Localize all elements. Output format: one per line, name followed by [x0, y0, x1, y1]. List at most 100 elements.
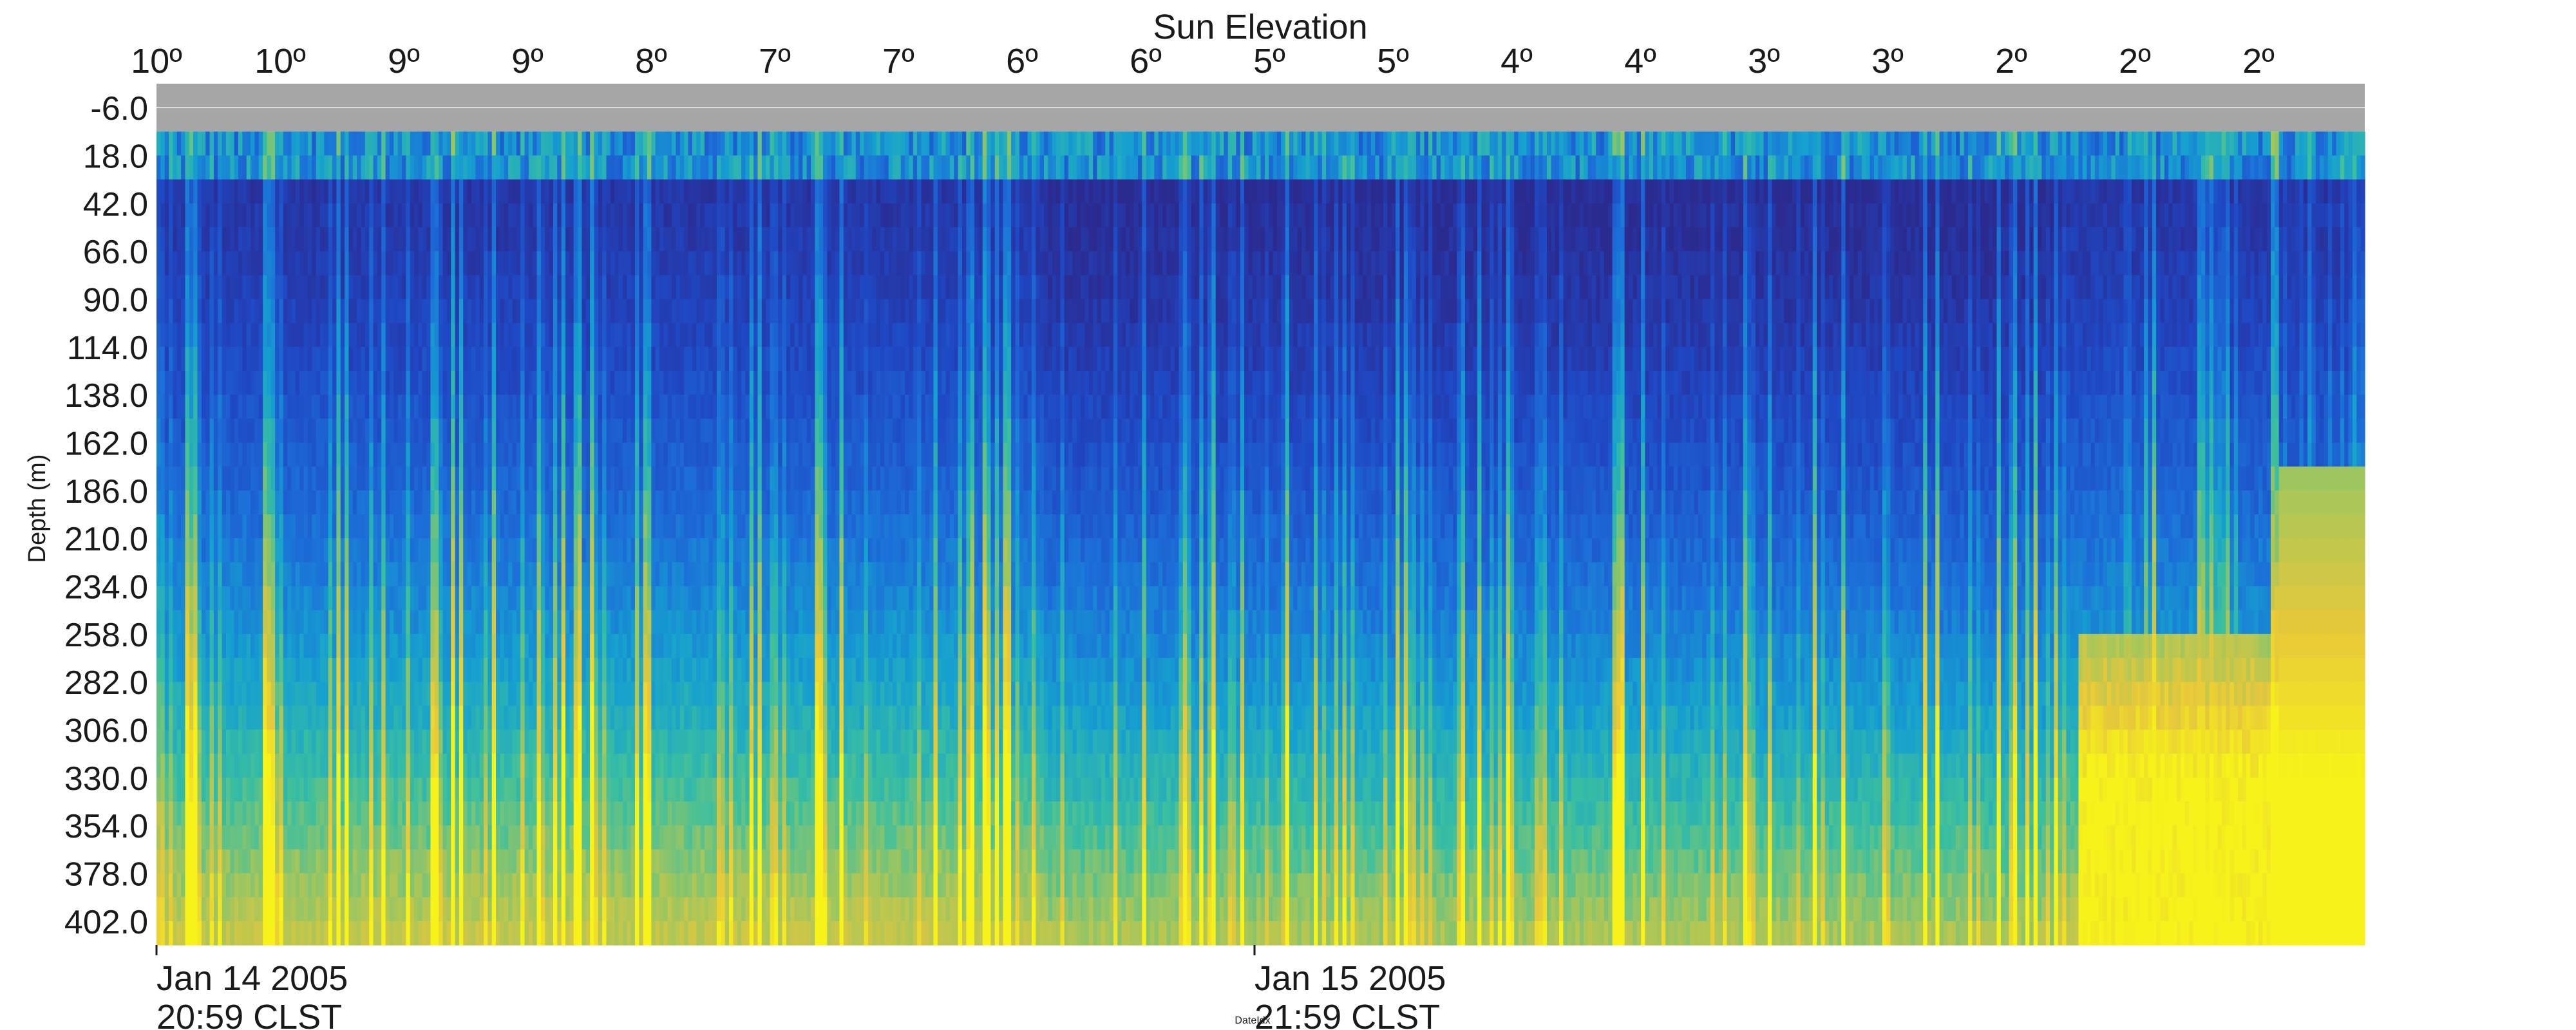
- heatmap-cell: [345, 825, 350, 850]
- heatmap-cell: [634, 442, 639, 467]
- heatmap-cell: [745, 610, 750, 635]
- heatmap-cell: [201, 658, 206, 682]
- heatmap-cell: [246, 777, 251, 802]
- heatmap-cell: [516, 562, 521, 587]
- heatmap-cell: [684, 323, 689, 348]
- heatmap-cell: [598, 203, 603, 228]
- heatmap-cell: [340, 371, 345, 395]
- heatmap-cell: [590, 586, 595, 611]
- heatmap-cell: [606, 418, 611, 444]
- heatmap-cell: [549, 562, 554, 587]
- heatmap-cell: [712, 873, 717, 898]
- heatmap-cell: [451, 682, 456, 706]
- heatmap-cell: [377, 155, 382, 180]
- heatmap-cell: [708, 227, 714, 252]
- heatmap-cell: [565, 706, 570, 731]
- heatmap-cell: [655, 873, 660, 898]
- heatmap-cell: [222, 395, 227, 419]
- heatmap-cell: [716, 729, 721, 754]
- heatmap-cell: [488, 801, 493, 826]
- heatmap-cell: [651, 538, 656, 563]
- heatmap-cell: [218, 395, 223, 419]
- heatmap-cell: [299, 490, 305, 515]
- heatmap-cell: [479, 586, 484, 611]
- heatmap-cell: [627, 777, 632, 802]
- heatmap-cell: [189, 682, 194, 706]
- heatmap-cell: [381, 658, 386, 682]
- heatmap-cell: [189, 538, 194, 563]
- heatmap-cell: [733, 442, 738, 467]
- heatmap-cell: [230, 131, 235, 156]
- heatmap-cell: [724, 586, 730, 611]
- heatmap-cell: [222, 562, 227, 587]
- heatmap-cell: [643, 921, 648, 946]
- heatmap-cell: [340, 753, 345, 778]
- heatmap-cell: [679, 753, 685, 778]
- heatmap-cell: [446, 442, 451, 467]
- heatmap-cell: [422, 753, 427, 778]
- heatmap-cell: [455, 849, 460, 874]
- heatmap-cell: [749, 131, 754, 156]
- heatmap-cell: [414, 251, 419, 276]
- heatmap-cell: [270, 610, 276, 635]
- heatmap-cell: [500, 921, 505, 946]
- heatmap-cell: [708, 586, 714, 611]
- heatmap-cell: [418, 323, 423, 348]
- heatmap-cell: [291, 395, 296, 419]
- heatmap-cell: [528, 299, 533, 324]
- heatmap-cell: [467, 706, 472, 731]
- heatmap-cell: [279, 849, 284, 874]
- heatmap-cell: [279, 395, 284, 419]
- heatmap-cell: [422, 371, 427, 395]
- heatmap-cell: [455, 490, 460, 515]
- heatmap-cell: [610, 777, 615, 802]
- heatmap-cell: [348, 251, 354, 276]
- heatmap-cell: [258, 897, 263, 922]
- heatmap-cell: [176, 562, 182, 587]
- heatmap-cell: [582, 825, 587, 850]
- heatmap-cell: [512, 346, 517, 371]
- heatmap-cell: [688, 299, 693, 324]
- heatmap-cell: [610, 131, 615, 156]
- heatmap-cell: [618, 801, 623, 826]
- heatmap-cell: [254, 514, 260, 539]
- heatmap-cell: [528, 562, 533, 587]
- heatmap-cell: [389, 466, 394, 491]
- heatmap-cell: [549, 801, 554, 826]
- heatmap-cell: [741, 466, 746, 491]
- heatmap-cell: [594, 633, 599, 659]
- heatmap-cell: [430, 275, 435, 300]
- heatmap-cell: [406, 921, 411, 946]
- heatmap-cell: [369, 275, 374, 300]
- heatmap-cell: [251, 586, 255, 611]
- heatmap-cell: [299, 729, 305, 754]
- heatmap-cell: [181, 131, 186, 156]
- heatmap-cell: [422, 346, 427, 371]
- heatmap-cell: [164, 346, 169, 371]
- heatmap-cell: [230, 682, 235, 706]
- heatmap-cell: [414, 179, 419, 204]
- heatmap-cell: [258, 610, 263, 635]
- heatmap-cell: [488, 346, 493, 371]
- heatmap-cell: [287, 395, 292, 419]
- heatmap-cell: [724, 371, 730, 395]
- heatmap-cell: [504, 586, 509, 611]
- heatmap-cell: [263, 371, 268, 395]
- heatmap-cell: [251, 706, 255, 731]
- heatmap-cell: [704, 395, 709, 419]
- heatmap-cell: [467, 873, 472, 898]
- heatmap-cell: [230, 873, 235, 898]
- heatmap-cell: [242, 682, 247, 706]
- heatmap-cell: [254, 801, 260, 826]
- heatmap-cell: [410, 490, 415, 515]
- heatmap-cell: [491, 706, 497, 731]
- heatmap-cell: [647, 203, 652, 228]
- heatmap-cell: [230, 466, 235, 491]
- heatmap-cell: [201, 371, 206, 395]
- heatmap-cell: [741, 658, 746, 682]
- heatmap-cell: [729, 323, 734, 348]
- heatmap-cell: [545, 418, 550, 444]
- heatmap-cell: [352, 299, 357, 324]
- heatmap-cell: [565, 825, 570, 850]
- heatmap-cell: [197, 371, 202, 395]
